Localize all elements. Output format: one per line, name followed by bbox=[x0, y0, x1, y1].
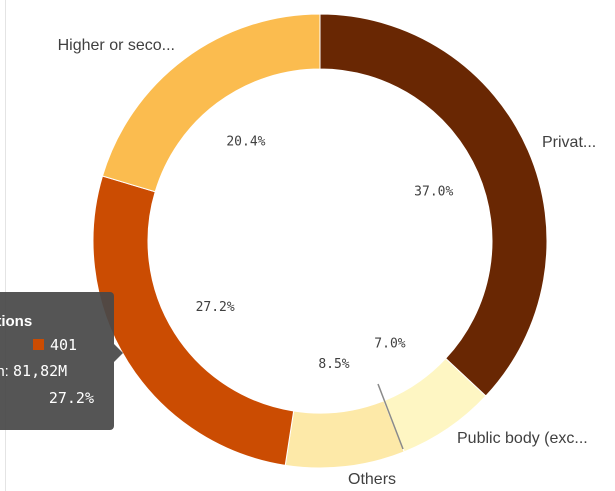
percent-labels: 37.0% 7.0% 8.5% 27.2% 20.4% bbox=[196, 135, 453, 450]
panel-divider bbox=[5, 0, 6, 491]
tooltip-count: 401 bbox=[50, 336, 78, 354]
tooltip-measure-row: on: 81,82M bbox=[0, 362, 67, 380]
donut-slice-4[interactable] bbox=[101, 13, 321, 193]
donut-slice-0[interactable] bbox=[319, 13, 548, 397]
slice-separator-line bbox=[377, 383, 404, 450]
percent-label-2: 8.5% bbox=[318, 357, 349, 372]
donut-slice-3[interactable] bbox=[92, 175, 295, 466]
category-labels: Privat... Public body (exc... Others Higher… bbox=[58, 37, 597, 488]
tooltip-measure-label: on: bbox=[0, 363, 9, 380]
percent-label-4: 20.4% bbox=[226, 135, 265, 150]
percent-label-3: 27.2% bbox=[196, 300, 235, 315]
tooltip-title: ations bbox=[0, 313, 33, 330]
donut-slices bbox=[92, 13, 548, 469]
tooltip-swatch bbox=[33, 339, 44, 350]
category-label-4: Higher or seco... bbox=[58, 37, 175, 54]
category-label-2: Others bbox=[348, 471, 396, 488]
category-label-0: Privat... bbox=[542, 134, 596, 151]
chart-tooltip: ations 401 on: 81,82M 27.2% bbox=[0, 292, 123, 430]
donut-slice-2[interactable] bbox=[284, 400, 405, 469]
percent-label-1: 7.0% bbox=[374, 336, 405, 351]
tooltip-percent: 27.2% bbox=[48, 389, 94, 407]
percent-label-0: 37.0% bbox=[414, 185, 453, 200]
tooltip-measure-value: 81,82M bbox=[13, 362, 68, 380]
category-label-1: Public body (exc... bbox=[457, 430, 588, 447]
